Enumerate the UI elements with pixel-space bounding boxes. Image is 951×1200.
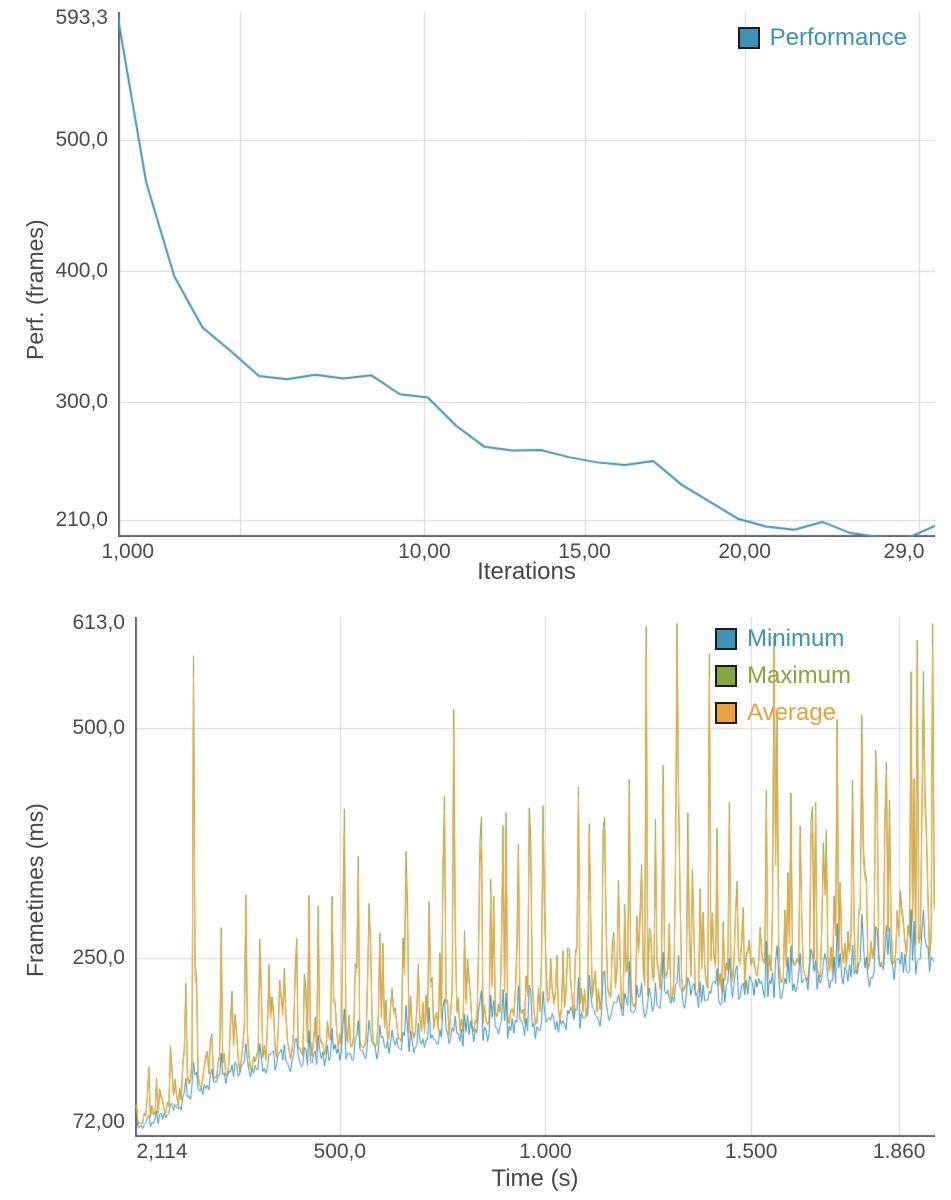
performance-chart: Perf. (frames) Performance Iterations 59… [0,0,951,585]
y-tick-label: 72,00 [72,1110,125,1134]
performance-plot-area: Performance [118,12,935,537]
performance-line-chart-canvas [118,12,935,537]
performance-legend: Performance [737,24,907,52]
legend-item: Maximum [715,662,851,690]
legend-swatch-icon [715,665,737,687]
x-tick-label: 1.000 [519,1140,572,1163]
frametimes-line-chart-canvas [135,617,935,1137]
frametimes-x-axis-title: Time (s) [491,1165,579,1192]
legend-label: Average [747,699,836,726]
legend-swatch-icon [737,27,760,49]
legend-label: Performance [769,24,907,51]
legend-swatch-icon [715,702,737,724]
legend-label: Maximum [747,662,852,689]
x-tick-label: 1.500 [724,1140,778,1163]
frametimes-plot-area: Minimum Maximum Average [135,617,935,1137]
y-tick-label: 500,0 [72,715,125,739]
y-tick-label: 500,0 [55,128,108,152]
x-tick-label: 500,0 [313,1140,367,1163]
legend-item: Minimum [715,625,851,653]
y-tick-label: 300,0 [55,390,108,414]
y-tick-label: 613,0 [72,611,125,635]
legend-item: Performance [737,24,907,52]
frametimes-legend: Minimum Maximum Average [715,625,851,727]
legend-item: Average [715,699,851,727]
frametimes-chart: Frametimes (ms) Minimum Maximum Average Ti… [0,585,951,1200]
performance-y-axis-title: Perf. (frames) [22,219,48,360]
frametimes-y-axis-title: Frametimes (ms) [22,803,48,977]
legend-swatch-icon [715,628,737,650]
y-tick-label: 593,3 [55,6,108,30]
performance-x-axis-title: Iterations [477,558,576,585]
x-tick-label: 1.860 [872,1140,926,1163]
x-tick-label: 2,114 [136,1140,188,1163]
y-tick-label: 210,0 [55,507,108,531]
legend-label: Minimum [747,625,845,652]
